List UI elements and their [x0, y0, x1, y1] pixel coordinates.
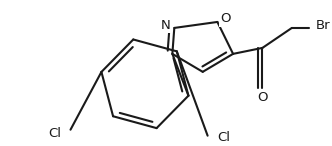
Text: N: N: [161, 19, 170, 32]
Text: O: O: [220, 12, 230, 25]
Text: O: O: [257, 91, 268, 104]
Text: Br: Br: [315, 19, 330, 32]
Text: Cl: Cl: [48, 127, 61, 140]
Text: Cl: Cl: [217, 131, 230, 144]
